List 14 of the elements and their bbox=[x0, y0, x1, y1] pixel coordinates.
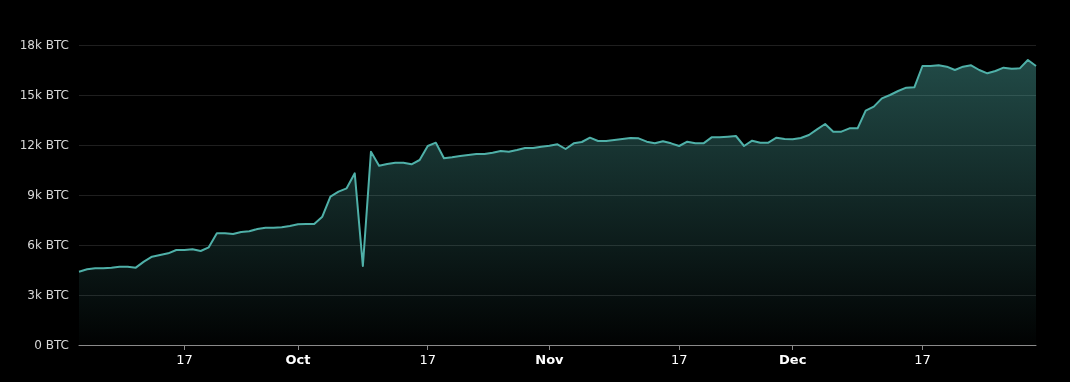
y-tick-label: 9k BTC bbox=[27, 188, 69, 202]
y-tick-label: 3k BTC bbox=[27, 288, 69, 302]
x-tick-label: Dec bbox=[779, 352, 807, 367]
x-tick-label: 17 bbox=[670, 352, 688, 367]
x-tick-label: 17 bbox=[914, 352, 931, 367]
x-tick-label: Oct bbox=[285, 352, 311, 367]
x-tick-label: Nov bbox=[535, 352, 565, 367]
y-tick-label: 6k BTC bbox=[27, 238, 69, 252]
y-tick-label: 0 BTC bbox=[34, 338, 69, 352]
y-tick-label: 18k BTC bbox=[19, 38, 69, 52]
y-tick-label: 12k BTC bbox=[19, 138, 69, 152]
y-tick-label: 15k BTC bbox=[19, 88, 69, 102]
x-tick-label: 17 bbox=[176, 352, 193, 367]
x-tick-label: 17 bbox=[419, 352, 437, 367]
